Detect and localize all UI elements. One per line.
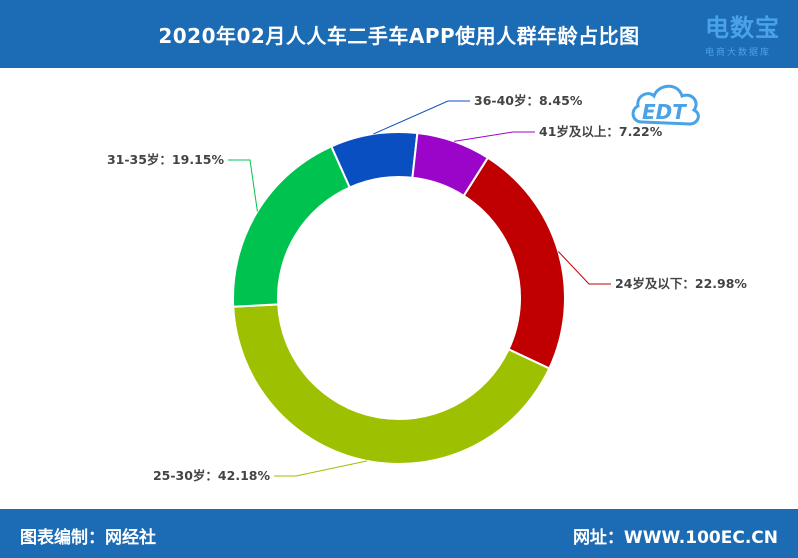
donut-slice [232,145,351,308]
footer-website: 网址：WWW.100EC.CN [572,528,778,548]
leader-line [373,100,470,135]
footer-source: 图表编制：网经社 [20,528,156,548]
donut-slice [462,156,566,370]
footer-bar: 图表编制：网经社 网址：WWW.100EC.CN [0,509,798,558]
logo-subtitle: 电商大数据库 [705,48,772,58]
leader-line [274,460,368,477]
cloud-logo-icon [631,84,700,126]
leader-line [557,251,611,285]
leader-line [453,131,535,142]
leader-line [228,159,258,212]
title-bar: 2020年02月人人车二手车APP使用人群年龄占比图 [0,0,798,68]
donut-chart: 36-40岁：8.45% 41岁及以上：7.22% 24岁及以下：22.98% 25-… [107,93,747,483]
logo-mark: EDT [642,100,686,124]
chart-title: 2020年02月人人车二手车APP使用人群年龄占比图 [158,23,640,48]
slice-label: 41岁及以上：7.22% [539,124,663,139]
slice-label: 36-40岁：8.45% [474,93,583,108]
slice-label: 24岁及以下：22.98% [615,276,747,291]
slice-label: 25-30岁：42.18% [153,468,271,483]
logo: EDT [628,70,793,142]
logo-name: 电数宝 [705,14,780,42]
donut-slice [232,303,551,465]
chart-area: 36-40岁：8.45% 41岁及以上：7.22% 24岁及以下：22.98% 25-… [0,68,798,509]
slice-label: 31-35岁：19.15% [107,152,225,167]
